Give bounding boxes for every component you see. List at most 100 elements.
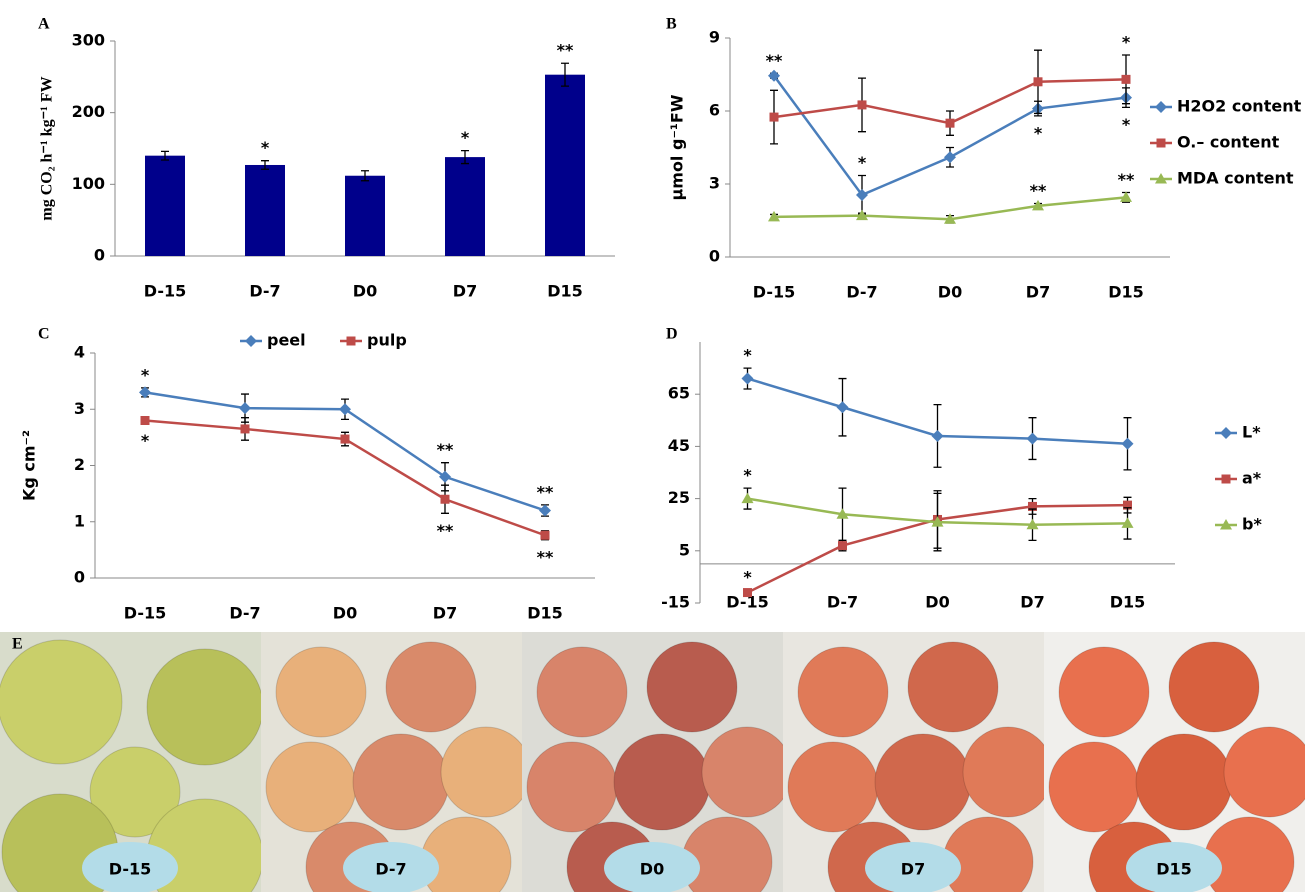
- significance-label: **: [1030, 181, 1047, 200]
- y-tick-label: 4: [74, 343, 85, 362]
- x-tick-label: D-15: [753, 283, 795, 302]
- x-tick-label: D0: [938, 283, 962, 302]
- photo-panel: D-15D-7D0D7D15E: [0, 632, 1305, 892]
- peach: [1136, 734, 1232, 830]
- point: [539, 505, 551, 517]
- peach: [1059, 647, 1149, 737]
- significance-label: *: [141, 431, 150, 450]
- significance-label: **: [1118, 170, 1135, 189]
- peach: [788, 742, 878, 832]
- bar: [245, 165, 285, 256]
- significance-label: *: [461, 128, 470, 147]
- bar: [445, 157, 485, 256]
- panel-letter: A: [38, 16, 50, 33]
- photo-label: D15: [1156, 860, 1192, 879]
- y-tick-label: 5: [679, 540, 690, 559]
- photo-label: D-7: [375, 860, 406, 879]
- peach: [875, 734, 971, 830]
- bar: [545, 75, 585, 256]
- point: [241, 424, 250, 433]
- peach: [908, 642, 998, 732]
- y-tick-label: 0: [709, 247, 720, 266]
- y-axis-label: μmol g⁻¹FW: [668, 94, 687, 200]
- y-tick-label: 200: [72, 102, 105, 121]
- y-tick-label: 65: [668, 384, 690, 403]
- x-tick-label: D-7: [229, 604, 260, 623]
- peach: [1049, 742, 1139, 832]
- legend-marker: [1222, 475, 1231, 484]
- bar: [145, 156, 185, 256]
- panel-letter: C: [38, 326, 50, 343]
- y-tick-label: 1: [74, 511, 85, 530]
- significance-label: *: [743, 466, 752, 485]
- point: [742, 373, 754, 385]
- point: [1034, 77, 1043, 86]
- peach: [386, 642, 476, 732]
- peach: [1169, 642, 1259, 732]
- point: [946, 119, 955, 128]
- bar: [345, 176, 385, 256]
- peach: [537, 647, 627, 737]
- legend-label: a*: [1242, 469, 1262, 488]
- legend-label: b*: [1242, 515, 1262, 534]
- significance-label: *: [1122, 33, 1131, 52]
- point: [141, 416, 150, 425]
- peach: [647, 642, 737, 732]
- panel-letter: D: [666, 326, 678, 343]
- x-tick-label: D7: [1020, 593, 1044, 612]
- point: [441, 495, 450, 504]
- y-tick-label: 100: [72, 174, 105, 193]
- point: [858, 100, 867, 109]
- x-tick-label: D15: [1110, 593, 1146, 612]
- peach: [276, 647, 366, 737]
- y-tick-label: 300: [72, 31, 105, 50]
- x-tick-label: D7: [433, 604, 457, 623]
- x-tick-label: D-7: [249, 282, 280, 301]
- point: [239, 402, 251, 414]
- peach: [266, 742, 356, 832]
- significance-label: **: [557, 41, 574, 60]
- legend-marker: [245, 335, 257, 347]
- significance-label: *: [261, 138, 270, 157]
- peach: [0, 640, 122, 764]
- panel-letter: B: [666, 16, 677, 33]
- point: [341, 435, 350, 444]
- legend-label: L*: [1242, 423, 1261, 442]
- legend-marker: [1220, 427, 1232, 439]
- y-tick-label: 45: [668, 436, 690, 455]
- significance-label: **: [537, 482, 554, 501]
- legend-marker: [347, 337, 356, 346]
- peach: [147, 649, 263, 765]
- significance-label: *: [1034, 123, 1043, 142]
- point: [139, 386, 151, 398]
- y-tick-label: 25: [668, 488, 690, 507]
- legend-label: pulp: [367, 331, 407, 350]
- y-tick-label: 0: [74, 568, 85, 587]
- x-tick-label: D0: [925, 593, 949, 612]
- y-tick-label: 3: [709, 174, 720, 193]
- peach: [702, 727, 792, 817]
- significance-label: **: [537, 547, 554, 566]
- point: [742, 493, 754, 504]
- x-tick-label: D15: [547, 282, 583, 301]
- legend-label: O.– content: [1177, 133, 1280, 152]
- point: [944, 151, 956, 163]
- y-tick-label: 2: [74, 455, 85, 474]
- legend-label: peel: [267, 331, 306, 350]
- y-tick-label: 6: [709, 101, 720, 120]
- y-tick-label: -15: [661, 593, 690, 612]
- x-tick-label: D15: [527, 604, 563, 623]
- y-tick-label: 9: [709, 28, 720, 47]
- x-tick-label: D0: [333, 604, 357, 623]
- point: [770, 113, 779, 122]
- x-tick-label: D-7: [846, 283, 877, 302]
- significance-label: *: [858, 153, 867, 172]
- point: [1122, 75, 1131, 84]
- y-axis-label: Kg cm⁻²: [20, 430, 39, 501]
- legend-label: MDA content: [1177, 169, 1294, 188]
- significance-label: **: [437, 521, 454, 540]
- y-tick-label: 0: [94, 246, 105, 265]
- photo-label: D-15: [109, 860, 151, 879]
- x-tick-label: D-15: [144, 282, 186, 301]
- point: [1027, 433, 1039, 445]
